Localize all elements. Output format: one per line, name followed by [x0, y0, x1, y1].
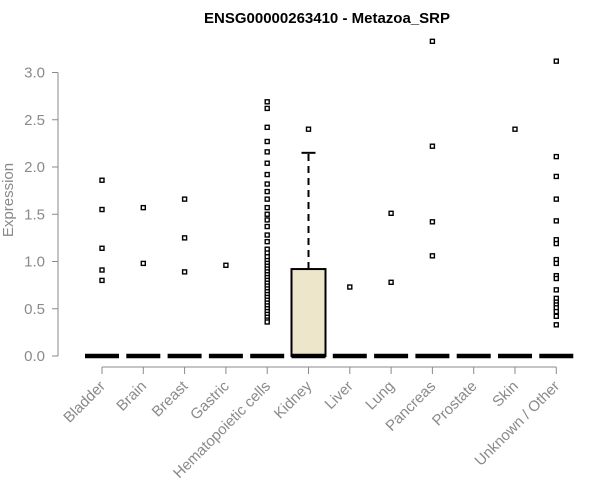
outlier-point: [223, 262, 229, 268]
outlier-point: [264, 217, 270, 223]
x-tick-label: Prostate: [429, 378, 481, 430]
outlier-point: [181, 269, 188, 275]
outlier-point: [264, 181, 270, 187]
box-group: [415, 38, 450, 359]
outlier-point: [264, 232, 270, 238]
outlier-point: [553, 260, 559, 267]
outlier-point: [429, 38, 436, 45]
x-tick-label: Breast: [149, 377, 192, 420]
y-tick-label: 3.0: [24, 65, 45, 82]
outlier-point: [181, 235, 188, 241]
outlier-point: [429, 253, 436, 259]
y-axis-label: Expression: [0, 163, 17, 237]
y-axis: 0.0 0.5 1.0 1.5 2.0 2.5 3.0: [24, 65, 59, 365]
box-group: [332, 284, 367, 359]
boxes-layer: [85, 38, 574, 359]
outlier-point: [553, 313, 559, 320]
outlier-point: [553, 322, 559, 328]
y-tick-label: 2.5: [24, 112, 45, 129]
outlier-point: [264, 211, 270, 217]
outlier-point: [388, 210, 394, 217]
outlier-point: [99, 277, 105, 284]
outlier-point: [181, 196, 188, 202]
outlier-point: [264, 99, 270, 105]
box: [290, 268, 327, 357]
outlier-point: [553, 153, 559, 160]
box-group: [539, 58, 574, 359]
box-group: [208, 262, 243, 359]
outlier-point: [553, 173, 559, 180]
box-group: [85, 177, 119, 359]
outlier-point: [429, 143, 436, 149]
outlier-point: [140, 204, 147, 211]
outlier-point: [264, 105, 270, 112]
x-tick-label: Brain: [113, 378, 150, 415]
x-tick-label: Lung: [362, 378, 398, 414]
outlier-point: [264, 319, 270, 325]
outlier-point: [553, 218, 559, 224]
outlier-point: [553, 58, 559, 64]
outlier-point: [305, 126, 312, 132]
outlier-point: [264, 171, 270, 178]
box-group: [167, 196, 202, 359]
outlier-point: [264, 149, 270, 155]
outlier-point: [347, 284, 353, 290]
outlier-point: [99, 177, 105, 183]
outlier-point: [99, 206, 105, 213]
outlier-point: [553, 240, 559, 247]
chart-title: ENSG00000263410 - Metazoa_SRP: [204, 10, 450, 27]
outlier-point: [264, 138, 270, 145]
x-tick-label: Kidney: [271, 377, 316, 422]
box-group: [250, 99, 285, 359]
box-group: [126, 204, 161, 359]
y-tick-label: 0.5: [24, 301, 45, 318]
outlier-point: [264, 196, 270, 202]
x-tick-label: Bladder: [60, 378, 109, 427]
outlier-point: [553, 308, 559, 315]
outlier-point: [264, 204, 270, 211]
x-tick-label: Skin: [489, 378, 522, 411]
outlier-point: [264, 160, 270, 166]
outlier-point: [553, 196, 559, 202]
outlier-point: [264, 124, 270, 131]
y-tick-label: 1.0: [24, 254, 45, 271]
outlier-point: [264, 223, 270, 230]
box-group: [374, 210, 409, 359]
outlier-point: [512, 126, 518, 132]
outlier-point: [140, 260, 147, 267]
outlier-point: [553, 287, 559, 293]
outlier-point: [429, 219, 436, 225]
outlier-point: [99, 267, 105, 273]
box-group: [498, 126, 532, 359]
outlier-point: [99, 245, 105, 251]
outlier-point: [264, 238, 270, 245]
outlier-point: [264, 188, 270, 195]
box-group: [290, 126, 327, 359]
x-tick-label: Liver: [322, 378, 357, 413]
outlier-point: [388, 279, 394, 285]
y-tick-label: 2.0: [24, 159, 45, 176]
outlier-point: [553, 275, 559, 282]
y-tick-label: 1.5: [24, 206, 45, 223]
y-tick-label: 0.0: [24, 348, 45, 365]
